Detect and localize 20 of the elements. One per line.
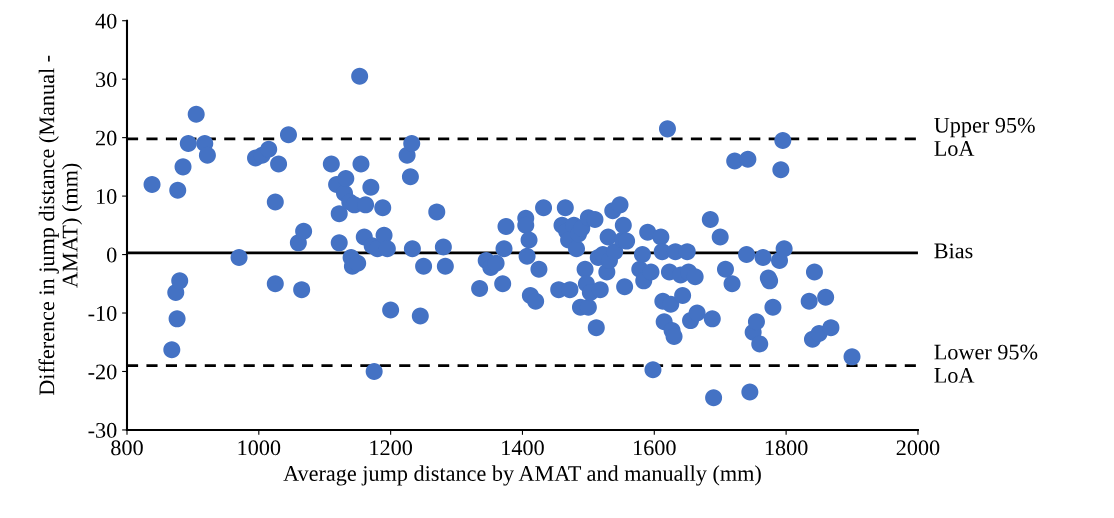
y-tick-label: -30 [88, 422, 117, 438]
x-tick-label: 1000 [238, 440, 281, 456]
x-axis-title: Average jump distance by AMAT and manually (mm) [283, 465, 761, 486]
y-tick-label: -10 [88, 305, 117, 321]
y-tick-label: 40 [95, 13, 117, 29]
y-tick-label: 10 [97, 189, 117, 205]
x-tick-label: 1200 [370, 440, 413, 456]
ref-line-label: Bias [934, 243, 973, 259]
y-tick-label: 20 [96, 130, 117, 146]
x-tick-label: 1600 [634, 440, 676, 456]
x-tick-label: 800 [111, 440, 143, 456]
y-tick-label: -20 [88, 364, 117, 380]
x-tick-label: 2000 [896, 440, 940, 456]
x-tick-label: 1400 [502, 440, 544, 456]
ref-line-label: Upper 95% LoA [934, 117, 1035, 156]
y-tick-label: 30 [96, 72, 117, 88]
x-tick-label: 1800 [765, 440, 808, 456]
y-axis-title: Difference in jump distance (Manual - AMAT) (mm) [38, 55, 83, 396]
y-tick-label: 0 [107, 247, 117, 263]
ref-line-label: Lower 95% LoA [934, 344, 1038, 383]
